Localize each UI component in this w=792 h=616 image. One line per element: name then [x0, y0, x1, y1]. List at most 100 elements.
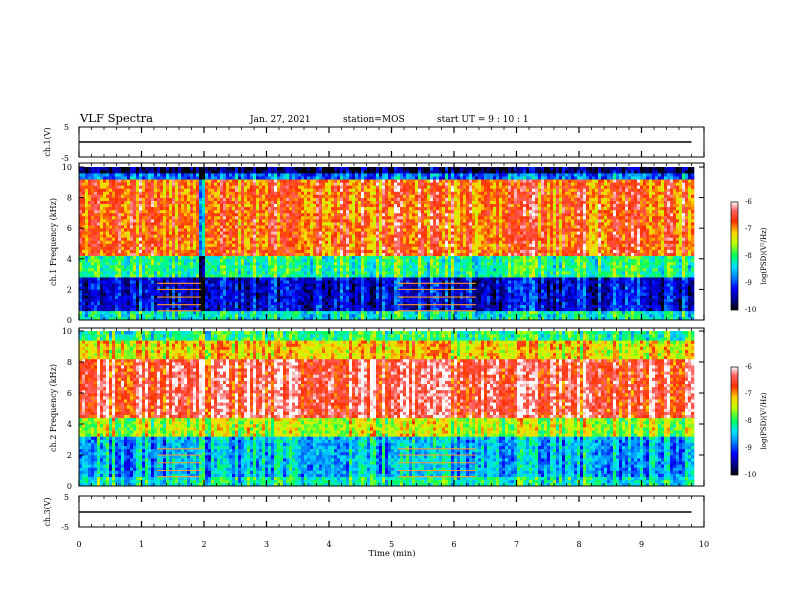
spectrogram-cell — [160, 256, 163, 259]
spectrogram-cell — [154, 204, 157, 207]
spectrogram-cell — [250, 207, 253, 210]
spectrogram-cell — [349, 228, 352, 231]
spectrogram-cell — [283, 265, 286, 268]
spectrogram-cell — [223, 179, 226, 182]
spectrogram-cell — [235, 302, 238, 305]
spectrogram-cell — [370, 170, 373, 173]
spectrogram-cell — [91, 271, 94, 274]
spectrogram-cell — [259, 262, 262, 265]
spectrogram-cell — [181, 207, 184, 210]
spectrogram-cell — [322, 308, 325, 311]
spectrogram-cell — [289, 188, 292, 191]
spectrogram-cell — [214, 265, 217, 268]
spectrogram-cell — [343, 222, 346, 225]
spectrogram-cell — [85, 237, 88, 240]
spectrogram-cell — [277, 210, 280, 213]
spectrogram-cell — [343, 274, 346, 277]
spectrogram-cell — [175, 271, 178, 274]
spectrogram-cell — [349, 292, 352, 295]
spectrogram-cell — [361, 207, 364, 210]
spectrogram-cell — [220, 277, 223, 280]
spectrogram-cell — [277, 289, 280, 292]
spectrogram-cell — [241, 219, 244, 222]
spectrogram-cell — [91, 311, 94, 314]
spectrogram-cell — [160, 201, 163, 204]
spectrogram-cell — [133, 259, 136, 262]
spectrogram-cell — [301, 191, 304, 194]
spectrogram-cell — [277, 256, 280, 259]
spectrogram-cell — [205, 265, 208, 268]
spectrogram-cell — [244, 299, 247, 302]
spectrogram-cell — [112, 204, 115, 207]
spectrogram-cell — [226, 265, 229, 268]
spectrogram-cell — [292, 191, 295, 194]
spectrogram-cell — [370, 216, 373, 219]
spectrogram-cell — [325, 280, 328, 283]
spectrogram-cell — [373, 228, 376, 231]
spectrogram-cell — [286, 271, 289, 274]
spectrogram-cell — [334, 280, 337, 283]
spectrogram-cell — [244, 191, 247, 194]
spectrogram-cell — [361, 182, 364, 185]
spectrogram-cell — [166, 274, 169, 277]
spectrogram-cell — [358, 195, 361, 198]
spectrogram-cell — [100, 179, 103, 182]
spectrogram-cell — [187, 228, 190, 231]
spectrogram-cell — [340, 167, 343, 170]
spectrogram-cell — [313, 262, 316, 265]
spectrogram-cell — [106, 182, 109, 185]
spectrogram-cell — [271, 268, 274, 271]
spectrogram-cell — [181, 225, 184, 228]
spectrogram-cell — [217, 314, 220, 317]
spectrogram-cell — [235, 207, 238, 210]
spectrogram-cell — [103, 289, 106, 292]
spectrogram-cell — [184, 268, 187, 271]
spectrogram-cell — [118, 204, 121, 207]
spectrogram-cell — [310, 219, 313, 222]
spectrogram-cell — [265, 268, 268, 271]
spectrogram-cell — [181, 277, 184, 280]
spectrogram-cell — [265, 240, 268, 243]
spectrogram-cell — [211, 170, 214, 173]
spectrogram-cell — [343, 219, 346, 222]
spectrogram-cell — [103, 286, 106, 289]
spectrogram-cell — [346, 314, 349, 317]
spectrogram-cell — [247, 283, 250, 286]
spectrogram-cell — [277, 286, 280, 289]
spectrogram-cell — [316, 176, 319, 179]
spectrogram-cell — [130, 256, 133, 259]
spectrogram-cell — [208, 240, 211, 243]
spectrogram-cell — [136, 271, 139, 274]
spectrogram-cell — [205, 247, 208, 250]
spectrogram-cell — [289, 244, 292, 247]
spectrogram-cell — [367, 247, 370, 250]
spectrogram-cell — [259, 225, 262, 228]
spectrogram-cell — [142, 201, 145, 204]
spectrogram-cell — [253, 182, 256, 185]
spectrogram-cell — [367, 170, 370, 173]
spectrogram-cell — [133, 280, 136, 283]
spectrogram-cell — [136, 219, 139, 222]
spectrogram-cell — [118, 268, 121, 271]
spectrogram-cell — [376, 299, 379, 302]
spectrogram-cell — [250, 253, 253, 256]
spectrogram-cell — [364, 302, 367, 305]
spectrogram-cell — [94, 210, 97, 213]
spectrogram-cell — [211, 231, 214, 234]
spectrogram-cell — [85, 289, 88, 292]
spectrogram-cell — [316, 188, 319, 191]
spectrogram-cell — [373, 179, 376, 182]
spectrogram-cell — [358, 262, 361, 265]
spectrogram-cell — [160, 170, 163, 173]
spectrogram-cell — [88, 179, 91, 182]
spectrogram-cell — [226, 305, 229, 308]
spectrogram-cell — [343, 314, 346, 317]
spectrogram-cell — [145, 289, 148, 292]
spectrogram-cell — [157, 259, 160, 262]
spectrogram-cell — [274, 204, 277, 207]
spectrogram-cell — [106, 280, 109, 283]
spectrogram-cell — [106, 167, 109, 170]
spectrogram-cell — [283, 195, 286, 198]
spectrogram-cell — [271, 191, 274, 194]
spectrogram-cell — [283, 262, 286, 265]
